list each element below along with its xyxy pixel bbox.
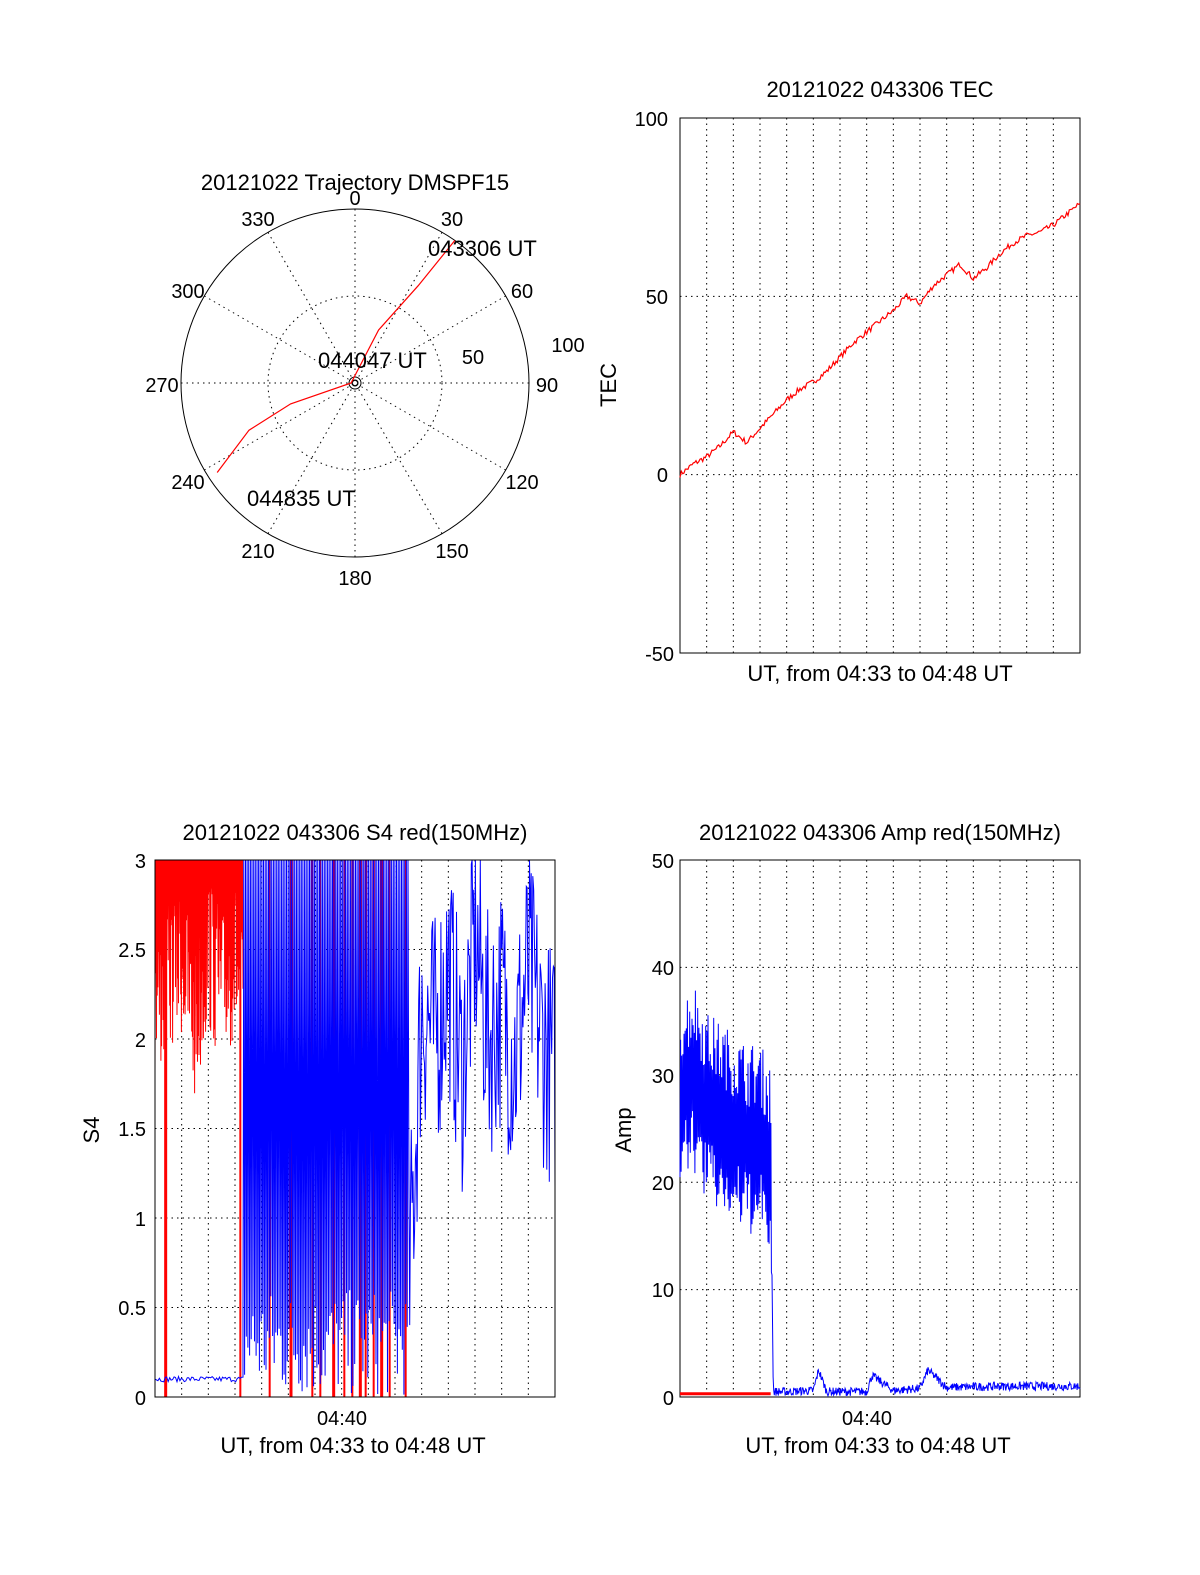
amp-panel: 20121022 043306 Amp red(150MHz) 50 40 30… <box>611 820 1081 1458</box>
s4-ytick-0: 0 <box>135 1388 146 1410</box>
polar-panel: 20121022 Trajectory DMSPF15 0 30 60 90 1… <box>145 170 584 590</box>
tec-frame <box>679 117 1081 654</box>
polar-center-mark-outer <box>348 376 362 390</box>
az-label-0: 0 <box>349 188 360 210</box>
s4-ylabel: S4 <box>79 1117 104 1144</box>
amp-ytick-20: 20 <box>652 1173 674 1195</box>
s4-blue-series <box>154 859 556 1395</box>
az-label-240: 240 <box>171 472 204 494</box>
amp-ytick-40: 40 <box>652 958 674 980</box>
s4-ytick-0-5: 0.5 <box>118 1298 146 1320</box>
s4-red-band <box>154 859 244 1094</box>
az-label-90: 90 <box>536 375 558 397</box>
tec-ytick-neg50: -50 <box>645 644 674 666</box>
el-label-50: 50 <box>462 347 484 369</box>
tec-ytick-50: 50 <box>646 287 668 309</box>
polar-trajectory-line <box>216 240 456 473</box>
el-label-100: 100 <box>551 335 584 357</box>
amp-blue-series <box>679 990 1081 1398</box>
s4-blue-line <box>154 859 556 1395</box>
tec-title: 20121022 043306 TEC <box>766 77 993 102</box>
amp-ytick-50: 50 <box>652 851 674 873</box>
polar-azimuth-labels: 0 30 60 90 120 150 180 210 240 270 300 3… <box>145 188 584 590</box>
polar-mid-label: 044047 UT <box>318 348 427 373</box>
az-label-30: 30 <box>441 209 463 231</box>
tec-series-line <box>679 202 1081 478</box>
s4-ytick-3: 3 <box>135 851 146 873</box>
az-label-180: 180 <box>338 568 371 590</box>
tec-xlabel: UT, from 04:33 to 04:48 UT <box>747 661 1012 686</box>
amp-ytick-0: 0 <box>663 1388 674 1410</box>
s4-ytick-1: 1 <box>135 1209 146 1231</box>
s4-xlabel: UT, from 04:33 to 04:48 UT <box>220 1433 485 1458</box>
polar-start-label: 043306 UT <box>428 236 537 261</box>
az-label-270: 270 <box>145 375 178 397</box>
polar-end-label: 044835 UT <box>247 486 356 511</box>
s4-ytick-2-5: 2.5 <box>118 940 146 962</box>
polar-tick-marks <box>348 376 362 390</box>
amp-ytick-10: 10 <box>652 1280 674 1302</box>
polar-title: 20121022 Trajectory DMSPF15 <box>201 170 509 195</box>
s4-ytick-1-5: 1.5 <box>118 1119 146 1141</box>
amp-blue-line <box>679 990 1081 1398</box>
s4-panel: 20121022 043306 S4 red(150MHz) 3 2.5 2 1… <box>79 820 556 1458</box>
s4-title: 20121022 043306 S4 red(150MHz) <box>183 820 528 845</box>
tec-grid <box>680 118 1080 653</box>
amp-xtick-0440: 04:40 <box>842 1408 892 1430</box>
s4-ytick-2: 2 <box>135 1030 146 1052</box>
tec-panel: 20121022 043306 TEC 100 50 0 -50 TEC UT,… <box>596 77 1081 686</box>
s4-frame <box>154 859 556 1398</box>
amp-title: 20121022 043306 Amp red(150MHz) <box>699 820 1061 845</box>
az-label-150: 150 <box>435 541 468 563</box>
amp-ylabel: Amp <box>611 1107 636 1152</box>
amp-ytick-30: 30 <box>652 1066 674 1088</box>
tec-ytick-0: 0 <box>657 465 668 487</box>
az-label-60: 60 <box>511 281 533 303</box>
az-label-330: 330 <box>241 209 274 231</box>
tec-ylabel: TEC <box>596 363 621 407</box>
az-label-210: 210 <box>241 541 274 563</box>
az-label-120: 120 <box>505 472 538 494</box>
az-label-300: 300 <box>171 281 204 303</box>
polar-ring-mid <box>267 295 443 471</box>
polar-spoke-120 <box>204 295 506 471</box>
amp-xlabel: UT, from 04:33 to 04:48 UT <box>745 1433 1010 1458</box>
polar-center-mark <box>351 379 359 387</box>
amp-grid <box>680 860 1080 1397</box>
tec-ytick-100: 100 <box>635 109 668 131</box>
s4-xtick-0440: 04:40 <box>317 1408 367 1430</box>
polar-spoke-60 <box>204 295 506 471</box>
